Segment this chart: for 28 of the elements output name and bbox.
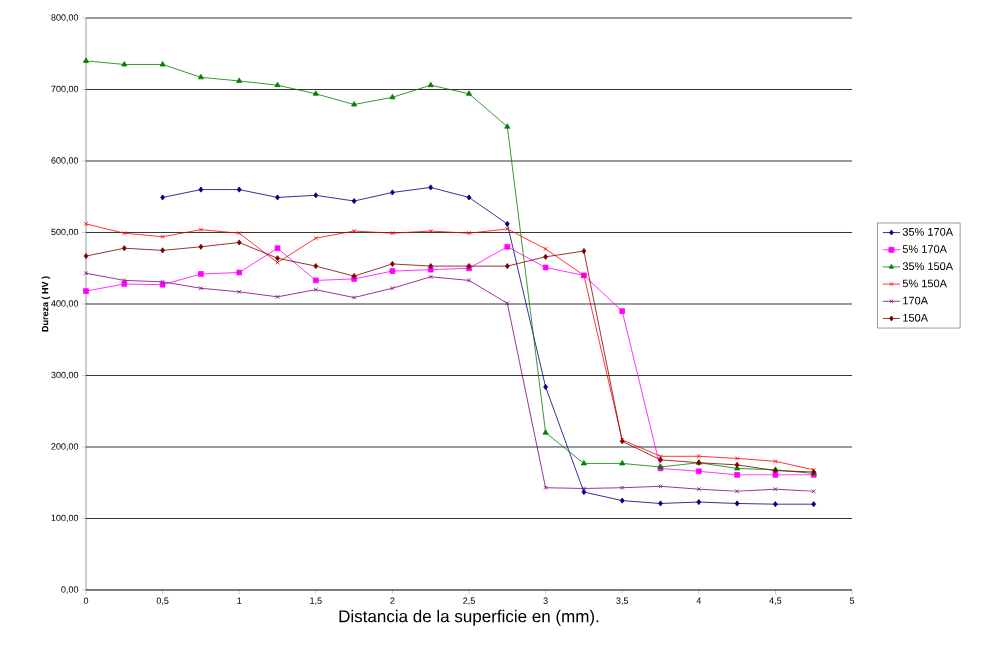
x-tick-label: 3,5 [616, 597, 629, 605]
x-tick-label: 5 [849, 597, 855, 604]
legend-label: 35% 170A [902, 227, 954, 236]
y-tick-label: 0,00 [61, 586, 79, 594]
y-tick-label: 400,00 [51, 300, 79, 308]
y-tick-label: 700,00 [51, 85, 79, 94]
y-axis-title: Dureza ( HV ) [41, 276, 51, 332]
x-tick-label: 0,5 [156, 597, 169, 605]
legend-label: 150A [903, 313, 929, 322]
x-tick-label: 1 [237, 597, 242, 604]
y-tick-label: 500,00 [51, 228, 79, 237]
legend-label: 35% 150A [902, 262, 954, 271]
legend-label: 5% 170A [902, 245, 947, 253]
x-tick-label: 2,5 [463, 597, 475, 605]
x-tick-label: 1,5 [310, 597, 322, 605]
x-axis-title: Distancia de la superficie en (mm). [339, 609, 599, 626]
x-tick-label: 2 [390, 597, 395, 604]
y-tick-label: 100,00 [51, 514, 79, 523]
y-tick-label: 300,00 [51, 371, 79, 380]
x-tick-label: 4 [696, 597, 702, 604]
y-tick-label: 600,00 [51, 157, 79, 165]
x-tick-label: 0 [83, 597, 89, 604]
y-tick-label: 800,00 [51, 14, 79, 22]
y-tick-label: 200,00 [51, 443, 79, 451]
x-tick-label: 4,5 [769, 597, 782, 605]
x-tick-label: 3 [543, 597, 548, 604]
legend-label: 170A [903, 296, 929, 305]
legend-label: 5% 150A [902, 279, 947, 288]
